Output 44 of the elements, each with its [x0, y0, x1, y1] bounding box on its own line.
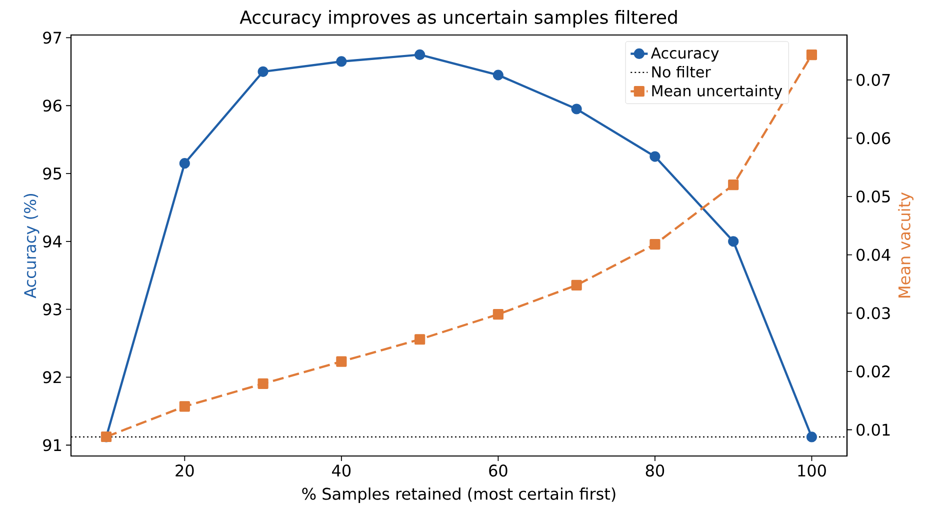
x-tick-label: 40	[332, 464, 351, 477]
x-tick-label: 60	[489, 464, 508, 477]
y-tick-label: 92	[43, 371, 61, 384]
point	[258, 66, 268, 77]
point	[728, 180, 739, 190]
point	[728, 236, 739, 247]
point	[492, 70, 504, 80]
point	[571, 280, 582, 290]
y2-tick-label: 0.06	[856, 132, 890, 144]
point	[414, 49, 426, 60]
y-tick-label: 96	[43, 100, 62, 112]
y-axis-title: Accuracy (%)	[24, 194, 40, 298]
y-tick-label: 93	[43, 303, 62, 316]
y-tick-label: 94	[43, 235, 62, 248]
y2-tick-label: 0.03	[856, 307, 890, 320]
x-tick-label: 100	[798, 464, 826, 477]
point	[806, 432, 818, 442]
y2-tick-label: 0.02	[856, 365, 890, 378]
point	[414, 334, 426, 345]
y2-tick-label: 0.04	[856, 248, 890, 261]
point	[336, 356, 347, 367]
y2-axis-title: Mean vacuity	[898, 192, 914, 298]
x-tick-label: 80	[646, 464, 664, 477]
legend-label: Accuracy	[650, 48, 719, 62]
legend-label: No filter	[652, 66, 711, 78]
y-tick-label: 95	[43, 167, 62, 180]
y2-tick-label: 0.07	[856, 74, 890, 86]
legend-label: Mean uncertainty	[652, 84, 782, 100]
point	[179, 158, 190, 169]
x-axis-title: % Samples retained (most certain first)	[302, 488, 616, 503]
point	[258, 378, 268, 389]
point	[571, 104, 582, 114]
y-tick-label: 91	[43, 439, 61, 452]
chart-title: Accuracy improves as uncertain samples filtered	[240, 10, 677, 28]
point	[650, 151, 660, 162]
point	[336, 56, 347, 67]
point	[492, 309, 504, 320]
y2-tick-label: 0.01	[856, 424, 890, 436]
y2-tick-label: 0.05	[856, 190, 890, 203]
y-tick-label: 97	[43, 32, 62, 44]
point	[650, 239, 660, 250]
x-tick-label: 20	[176, 464, 194, 477]
point	[179, 401, 190, 412]
point	[806, 50, 818, 60]
